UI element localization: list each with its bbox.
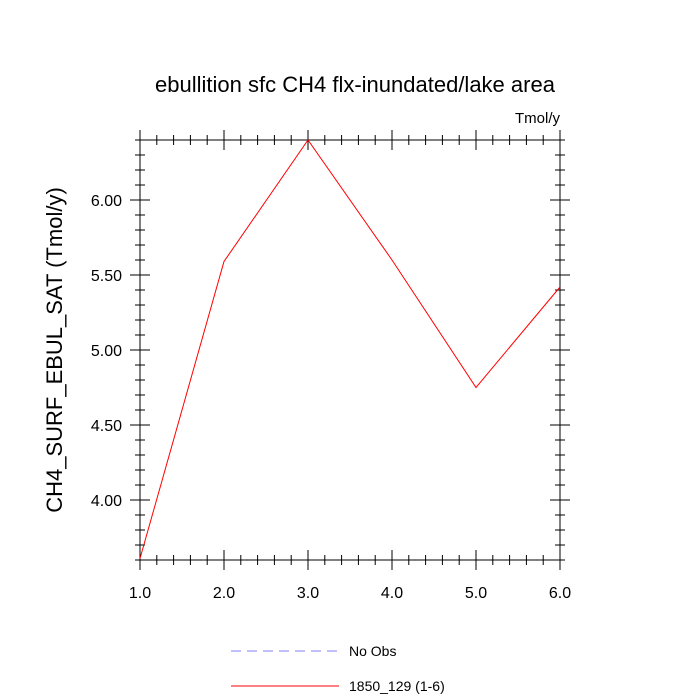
x-tick-label: 1.0 bbox=[129, 585, 151, 602]
x-tick-label: 5.0 bbox=[465, 585, 487, 602]
x-tick-label: 2.0 bbox=[213, 585, 235, 602]
y-tick-label: 4.50 bbox=[91, 418, 122, 435]
x-tick-label: 3.0 bbox=[297, 585, 319, 602]
y-axis-label: CH4_SURF_EBUL_SAT (Tmol/y) bbox=[42, 187, 67, 513]
legend: No Obs 1850_129 (1-6) bbox=[231, 643, 445, 694]
plot-frame bbox=[139, 139, 561, 561]
y-tick-label: 4.00 bbox=[91, 493, 122, 510]
tick-labels: 1.0 2.0 3.0 4.0 5.0 6.0 4.00 4.50 5.00 5.50 6.00 bbox=[91, 193, 571, 602]
series bbox=[139, 139, 561, 559]
ticks bbox=[130, 130, 570, 570]
chart-title: ebullition sfc CH4 flx-inundated/lake ar… bbox=[155, 72, 556, 97]
y-tick-label: 5.00 bbox=[91, 343, 122, 360]
legend-label: 1850_129 (1-6) bbox=[349, 678, 445, 694]
x-tick-label: 4.0 bbox=[381, 585, 403, 602]
y-tick-label: 5.50 bbox=[91, 268, 122, 285]
legend-label: No Obs bbox=[349, 643, 396, 659]
units-label: Tmol/y bbox=[515, 110, 561, 127]
x-tick-label: 6.0 bbox=[549, 585, 571, 602]
y-tick-label: 6.00 bbox=[91, 193, 122, 210]
series-line bbox=[139, 139, 561, 559]
